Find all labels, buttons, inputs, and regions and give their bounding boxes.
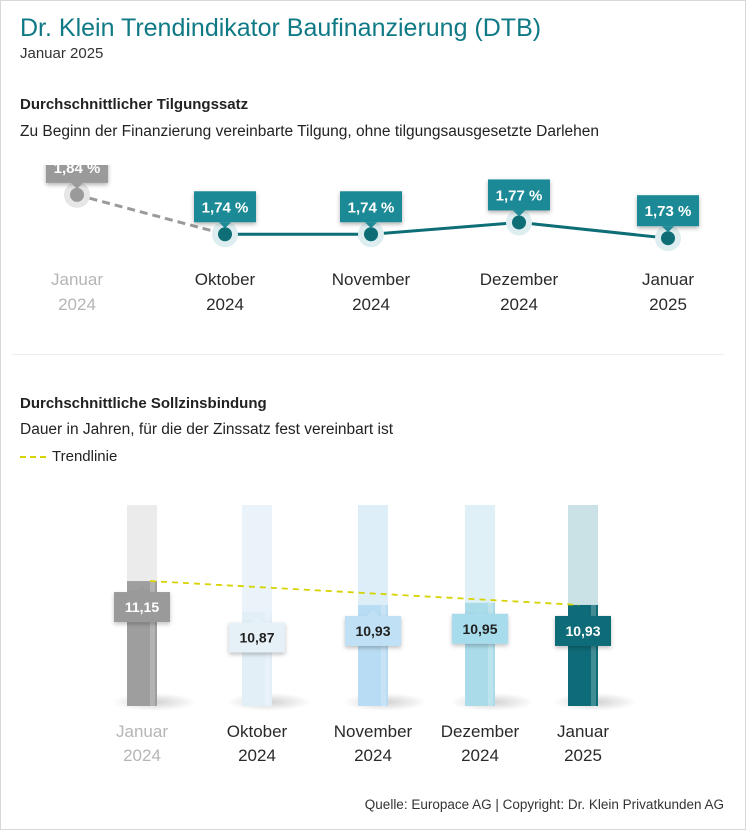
zinsbindung-section-title: Durchschnittliche Sollzinsbindung bbox=[20, 395, 267, 412]
bar-value-label-pointer bbox=[474, 607, 486, 614]
bar-value-label-box bbox=[452, 613, 508, 644]
bar-value-label-box bbox=[114, 592, 170, 623]
zinsbindung-bar-chart: 11,15 Januar 2024 10,87 Oktober 2024 10,93 Nove… bbox=[112, 505, 637, 765]
data-point bbox=[661, 231, 675, 246]
x-tick-label: 2024 bbox=[354, 746, 392, 765]
x-tick-label: 2024 bbox=[238, 746, 276, 765]
bar-value-label-box bbox=[555, 615, 611, 646]
bar-value-label-pointer bbox=[136, 586, 148, 593]
page-subtitle: Januar 2025 bbox=[20, 45, 104, 62]
bar-highlight bbox=[381, 604, 386, 706]
value-label: 1,74 % bbox=[202, 199, 249, 216]
x-tick-label: Dezember bbox=[480, 270, 559, 289]
x-tick-label: Januar bbox=[557, 722, 609, 741]
value-label-pointer bbox=[219, 222, 231, 229]
value-label-box bbox=[340, 191, 402, 223]
value-label-pointer bbox=[71, 182, 83, 189]
x-tick-label: Dezember bbox=[441, 722, 520, 741]
bar-value-label-pointer bbox=[367, 609, 379, 616]
data-point bbox=[512, 215, 526, 230]
value-label: 1,77 % bbox=[496, 187, 543, 204]
bar-value-label-box bbox=[345, 615, 401, 646]
trend-legend-swatch bbox=[20, 456, 46, 459]
bar-value-label-pointer bbox=[577, 609, 589, 616]
x-tick-label: 2025 bbox=[564, 746, 602, 765]
x-tick-label: 2024 bbox=[500, 295, 538, 314]
x-tick-label: 2025 bbox=[649, 295, 687, 314]
x-tick-label: 2024 bbox=[461, 746, 499, 765]
x-tick-label: 2024 bbox=[352, 295, 390, 314]
data-point bbox=[218, 227, 232, 242]
tilgung-line-chart: 1,84 % Januar 2024 1,74 % Oktober 2024 1,74 % N… bbox=[46, 165, 699, 314]
value-label-box bbox=[637, 195, 699, 227]
bar-value-label-pointer bbox=[251, 616, 263, 623]
x-tick-label: Oktober bbox=[227, 722, 288, 741]
bar-value-label: 10,95 bbox=[462, 621, 497, 637]
page-title: Dr. Klein Trendindikator Baufinanzierung… bbox=[20, 14, 542, 42]
data-point bbox=[70, 187, 84, 202]
bar-value-label: 10,93 bbox=[565, 623, 600, 639]
bar-highlight bbox=[265, 611, 270, 706]
value-label-box bbox=[46, 165, 108, 183]
x-tick-label: Januar bbox=[116, 722, 168, 741]
value-label: 1,84 % bbox=[54, 165, 101, 177]
source-note: Quelle: Europace AG | Copyright: Dr. Kle… bbox=[364, 797, 724, 812]
bar-highlight bbox=[488, 602, 493, 706]
trend-legend: Trendlinie bbox=[20, 448, 117, 465]
x-tick-label: Oktober bbox=[195, 270, 256, 289]
trend-line bbox=[149, 580, 580, 606]
x-tick-label: 2024 bbox=[206, 295, 244, 314]
value-label-pointer bbox=[662, 226, 674, 233]
value-label: 1,73 % bbox=[645, 203, 692, 220]
bar-value-label-box bbox=[229, 622, 285, 653]
x-tick-label: Januar bbox=[642, 270, 694, 289]
value-label-box bbox=[488, 179, 550, 211]
x-tick-label: November bbox=[334, 722, 413, 741]
value-label: 1,74 % bbox=[348, 199, 395, 216]
zinsbindung-section-subtitle: Dauer in Jahren, für die der Zinssatz fe… bbox=[20, 421, 394, 438]
x-tick-label: 2024 bbox=[58, 295, 96, 314]
section-divider bbox=[12, 354, 724, 355]
value-label-pointer bbox=[513, 210, 525, 217]
bar-value-label: 10,93 bbox=[355, 623, 390, 639]
value-label-pointer bbox=[365, 222, 377, 229]
x-tick-label: 2024 bbox=[123, 746, 161, 765]
bar-highlight bbox=[591, 604, 596, 706]
x-tick-label: Januar bbox=[51, 270, 103, 289]
value-label-box bbox=[194, 191, 256, 223]
bar-value-label: 10,87 bbox=[239, 629, 274, 645]
line-series bbox=[225, 220, 669, 240]
tilgung-section-subtitle: Zu Beginn der Finanzierung vereinbarte T… bbox=[20, 123, 600, 140]
tilgung-section-title: Durchschnittlicher Tilgungssatz bbox=[20, 96, 249, 113]
trend-legend-label: Trendlinie bbox=[52, 448, 118, 465]
bar-value-label: 11,15 bbox=[125, 599, 159, 615]
bar-highlight bbox=[150, 581, 155, 706]
data-point bbox=[364, 227, 378, 242]
x-tick-label: November bbox=[332, 270, 411, 289]
